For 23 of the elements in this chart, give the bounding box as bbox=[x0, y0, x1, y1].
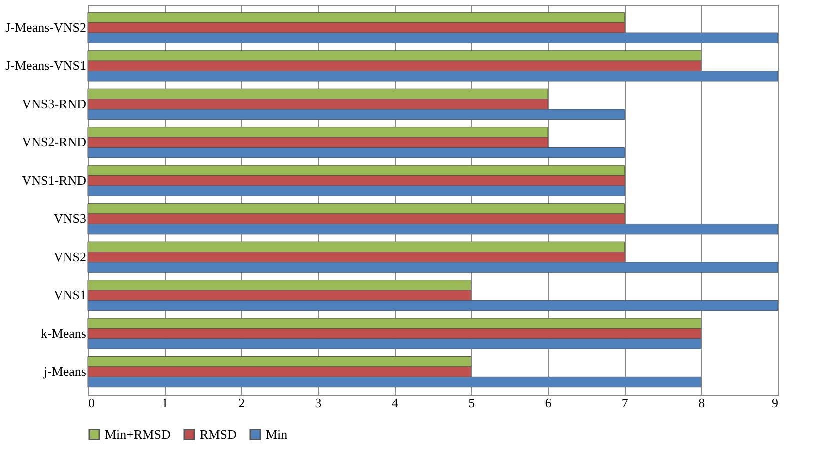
y-tick-label: k-Means bbox=[41, 326, 86, 341]
y-tick-label: VNS2-RND bbox=[22, 134, 86, 150]
x-tick-label: 3 bbox=[315, 396, 322, 410]
x-tick-label: 7 bbox=[622, 396, 629, 410]
y-tick-label: VNS3-RND bbox=[22, 96, 86, 112]
x-tick-label: 6 bbox=[545, 396, 552, 410]
y-tick-label: VNS1-RND bbox=[22, 172, 86, 188]
x-tick-label: 2 bbox=[238, 396, 246, 410]
x-tick-label: 9 bbox=[772, 396, 778, 410]
x-tick-label: 0 bbox=[88, 396, 95, 410]
legend-label: Min bbox=[266, 426, 288, 442]
y-tick-label: J-Means-VNS1 bbox=[6, 58, 86, 74]
x-tick-label: 8 bbox=[698, 396, 706, 410]
y-tick-label: j-Means bbox=[42, 364, 86, 380]
x-tick-label: 5 bbox=[468, 396, 476, 410]
x-tick-label: 4 bbox=[392, 396, 399, 410]
y-tick-label: VNS2 bbox=[54, 249, 86, 264]
legend-label: Min+RMSD bbox=[105, 426, 171, 442]
y-tick-label: J-Means-VNS2 bbox=[6, 20, 86, 35]
y-tick-label: VNS1 bbox=[54, 288, 86, 303]
legend-label: RMSD bbox=[200, 426, 237, 442]
y-tick-label: VNS3 bbox=[54, 211, 86, 226]
x-tick-label: 1 bbox=[162, 396, 168, 410]
